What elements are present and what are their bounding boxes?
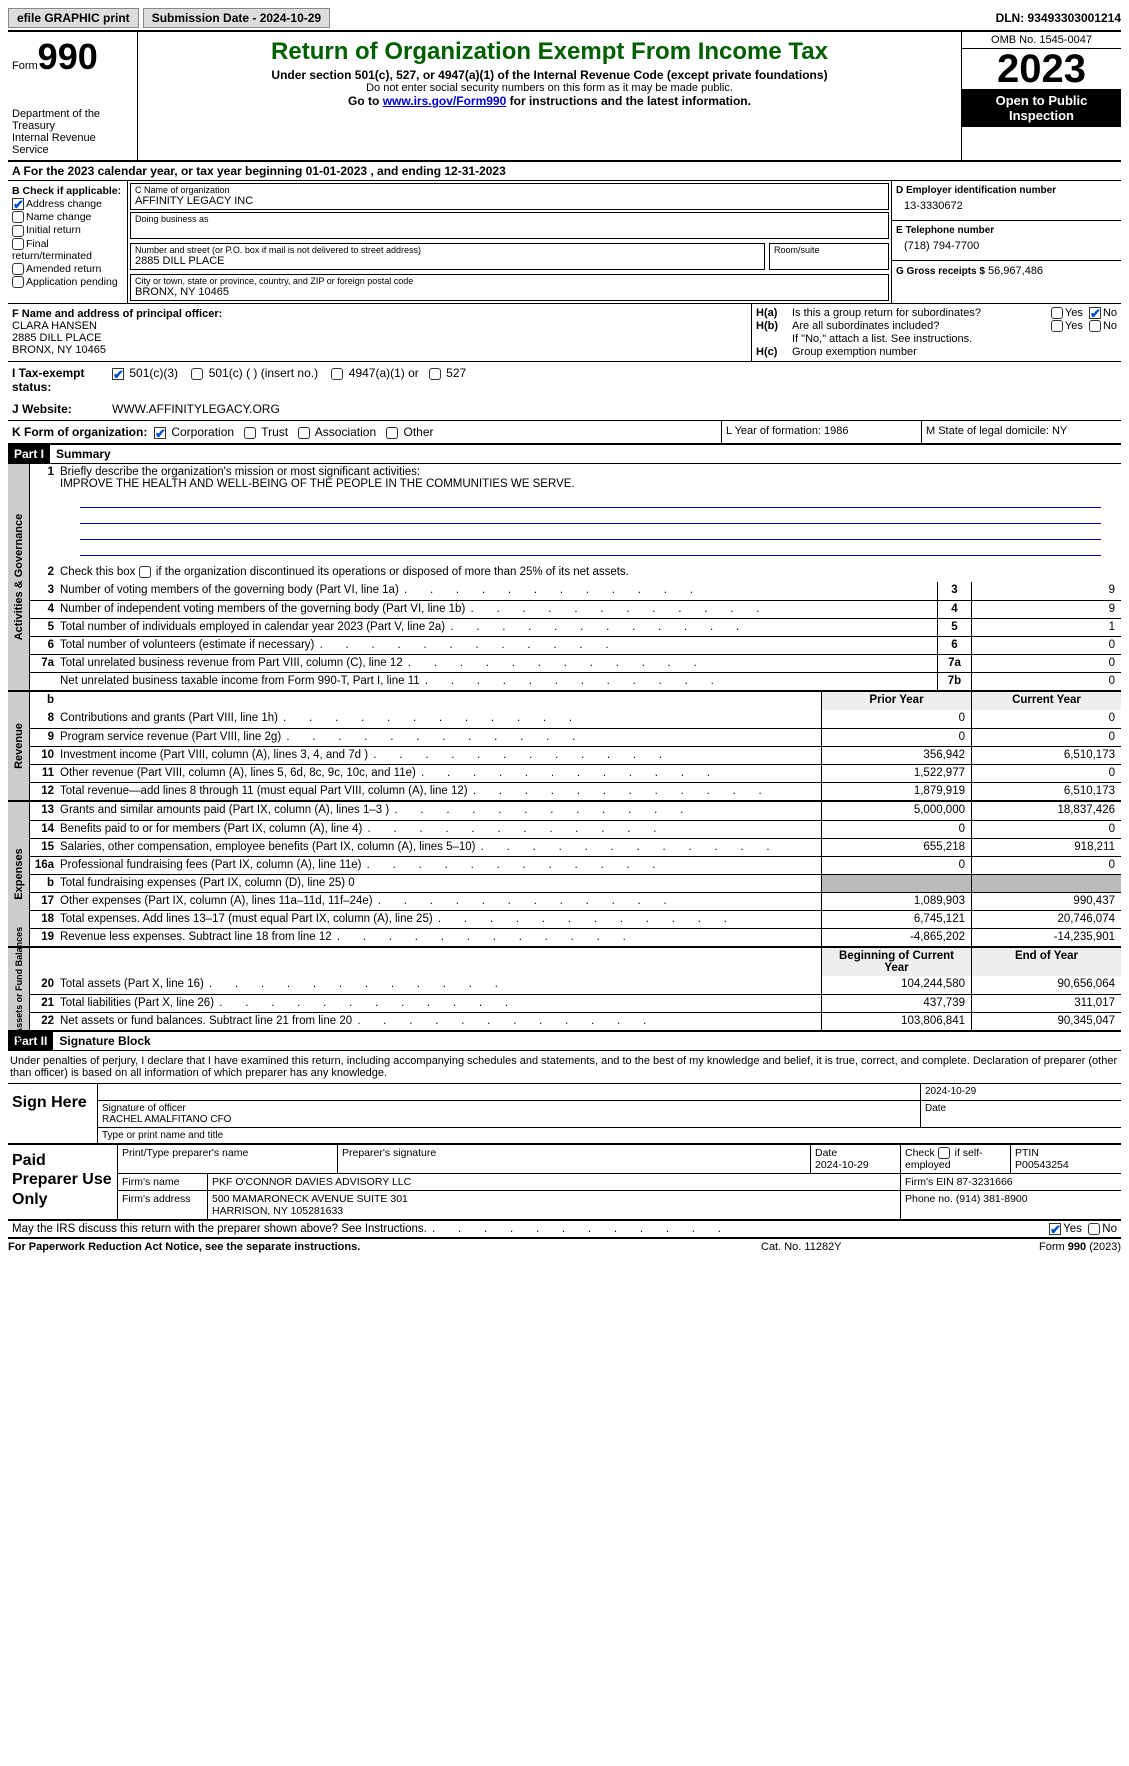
part-i-header: Part I Summary	[8, 445, 1121, 464]
entity-info-block: B Check if applicable: Address change Na…	[8, 181, 1121, 304]
summary-row: 16aProfessional fundraising fees (Part I…	[30, 856, 1121, 874]
phone-field: E Telephone number (718) 794-7700	[892, 221, 1121, 261]
cb-discuss-no[interactable]	[1088, 1223, 1100, 1235]
summary-row: 3Number of voting members of the governi…	[30, 582, 1121, 600]
tax-exempt-row: I Tax-exempt status: 501(c)(3) 501(c) ( …	[8, 362, 1121, 398]
section-netassets: Net Assets or Fund Balances Beginning of…	[8, 948, 1121, 1032]
summary-row: 13Grants and similar amounts paid (Part …	[30, 802, 1121, 820]
summary-row: 17Other expenses (Part IX, column (A), l…	[30, 892, 1121, 910]
year-formation: L Year of formation: 1986	[721, 421, 921, 443]
summary-row: 5Total number of individuals employed in…	[30, 618, 1121, 636]
officer-group-block: F Name and address of principal officer:…	[8, 304, 1121, 362]
dba-field: Doing business as	[130, 212, 889, 239]
top-toolbar: efile GRAPHIC print Submission Date - 20…	[8, 8, 1121, 32]
org-name-field: C Name of organization AFFINITY LEGACY I…	[130, 183, 889, 210]
hb-no[interactable]	[1089, 320, 1101, 332]
summary-row: 14Benefits paid to or for members (Part …	[30, 820, 1121, 838]
vlabel-activities: Activities & Governance	[13, 514, 25, 641]
summary-row: 15Salaries, other compensation, employee…	[30, 838, 1121, 856]
section-activities: Activities & Governance 1Briefly describ…	[8, 464, 1121, 692]
summary-row: 10Investment income (Part VIII, column (…	[30, 746, 1121, 764]
cb-other[interactable]	[386, 427, 398, 439]
sign-here-block: Sign Here 2024-10-29 Signature of office…	[8, 1084, 1121, 1145]
cb-527[interactable]	[429, 368, 441, 380]
checkbox-final-return[interactable]	[12, 238, 24, 250]
form-title: Return of Organization Exempt From Incom…	[146, 38, 953, 66]
ha-no[interactable]	[1089, 307, 1101, 319]
room-field: Room/suite	[769, 243, 889, 270]
tax-year: 2023	[962, 49, 1121, 89]
form-label: Form	[12, 60, 38, 72]
mission-text: IMPROVE THE HEALTH AND WELL-BEING OF THE…	[60, 478, 575, 490]
checkbox-initial-return[interactable]	[12, 225, 24, 237]
checkbox-amended[interactable]	[12, 263, 24, 275]
part-ii-header: Part II Signature Block	[8, 1032, 1121, 1051]
firm-name: PKF O'CONNOR DAVIES ADVISORY LLC	[208, 1174, 901, 1190]
paid-preparer-block: Paid Preparer Use Only Print/Type prepar…	[8, 1145, 1121, 1221]
checkbox-app-pending[interactable]	[12, 276, 24, 288]
cb-self-employed[interactable]	[938, 1147, 950, 1159]
tax-year-period: A For the 2023 calendar year, or tax yea…	[8, 162, 1121, 181]
state-domicile: M State of legal domicile: NY	[921, 421, 1121, 443]
irs-link[interactable]: www.irs.gov/Form990	[383, 94, 507, 108]
page-footer: For Paperwork Reduction Act Notice, see …	[8, 1239, 1121, 1255]
summary-row: 22Net assets or fund balances. Subtract …	[30, 1012, 1121, 1030]
ha-yes[interactable]	[1051, 307, 1063, 319]
website-row: J Website: WWW.AFFINITYLEGACY.ORG	[8, 398, 1121, 421]
summary-row: 18Total expenses. Add lines 13–17 (must …	[30, 910, 1121, 928]
summary-row: 7aTotal unrelated business revenue from …	[30, 654, 1121, 672]
perjury-statement: Under penalties of perjury, I declare th…	[8, 1051, 1121, 1084]
efile-print-button[interactable]: efile GRAPHIC print	[8, 8, 139, 28]
city-field: City or town, state or province, country…	[130, 274, 889, 301]
discuss-row: May the IRS discuss this return with the…	[8, 1221, 1121, 1239]
box-b-checklist: B Check if applicable: Address change Na…	[8, 181, 128, 303]
section-revenue: Revenue bPrior YearCurrent Year 8Contrib…	[8, 692, 1121, 802]
group-return-block: H(a)Is this a group return for subordina…	[751, 304, 1121, 361]
summary-row: 4Number of independent voting members of…	[30, 600, 1121, 618]
cb-assoc[interactable]	[298, 427, 310, 439]
cb-discuss-yes[interactable]	[1049, 1223, 1061, 1235]
subtitle-section: Under section 501(c), 527, or 4947(a)(1)…	[146, 68, 953, 82]
vlabel-expenses: Expenses	[13, 849, 25, 900]
cb-501c3[interactable]	[112, 368, 124, 380]
vlabel-netassets: Net Assets or Fund Balances	[14, 927, 24, 1051]
principal-officer: F Name and address of principal officer:…	[8, 304, 751, 361]
cb-discontinued[interactable]	[139, 566, 151, 578]
summary-row: Net unrelated business taxable income fr…	[30, 672, 1121, 690]
vlabel-revenue: Revenue	[13, 723, 25, 769]
subtitle-ssn: Do not enter social security numbers on …	[146, 82, 953, 94]
summary-row: 21Total liabilities (Part X, line 26)437…	[30, 994, 1121, 1012]
summary-row: bTotal fundraising expenses (Part IX, co…	[30, 874, 1121, 892]
form-number: 990	[38, 36, 98, 77]
cb-4947[interactable]	[331, 368, 343, 380]
cb-trust[interactable]	[244, 427, 256, 439]
officer-name: RACHEL AMALFITANO CFO	[102, 1114, 916, 1125]
hb-yes[interactable]	[1051, 320, 1063, 332]
summary-row: 12Total revenue—add lines 8 through 11 (…	[30, 782, 1121, 800]
summary-row: 6Total number of volunteers (estimate if…	[30, 636, 1121, 654]
checkbox-address-change[interactable]	[12, 198, 24, 210]
ein-field: D Employer identification number 13-3330…	[892, 181, 1121, 221]
gross-receipts-field: G Gross receipts $ 56,967,486	[892, 261, 1121, 281]
dept-label: Department of the Treasury Internal Reve…	[12, 108, 133, 156]
dln-label: DLN: 93493303001214	[996, 11, 1121, 25]
street-field: Number and street (or P.O. box if mail i…	[130, 243, 765, 270]
public-inspection-label: Open to Public Inspection	[962, 89, 1121, 127]
checkbox-name-change[interactable]	[12, 211, 24, 223]
cb-corp[interactable]	[154, 427, 166, 439]
summary-row: 9Program service revenue (Part VIII, lin…	[30, 728, 1121, 746]
summary-row: 8Contributions and grants (Part VIII, li…	[30, 710, 1121, 728]
form-header: Form990 Department of the Treasury Inter…	[8, 32, 1121, 162]
summary-row: 20Total assets (Part X, line 16)104,244,…	[30, 976, 1121, 994]
subtitle-link: Go to www.irs.gov/Form990 for instructio…	[146, 94, 953, 108]
summary-row: 19Revenue less expenses. Subtract line 1…	[30, 928, 1121, 946]
submission-date-label: Submission Date - 2024-10-29	[143, 8, 330, 28]
section-expenses: Expenses 13Grants and similar amounts pa…	[8, 802, 1121, 948]
cb-501c[interactable]	[191, 368, 203, 380]
org-form-row: K Form of organization: Corporation Trus…	[8, 421, 1121, 445]
summary-row: 11Other revenue (Part VIII, column (A), …	[30, 764, 1121, 782]
